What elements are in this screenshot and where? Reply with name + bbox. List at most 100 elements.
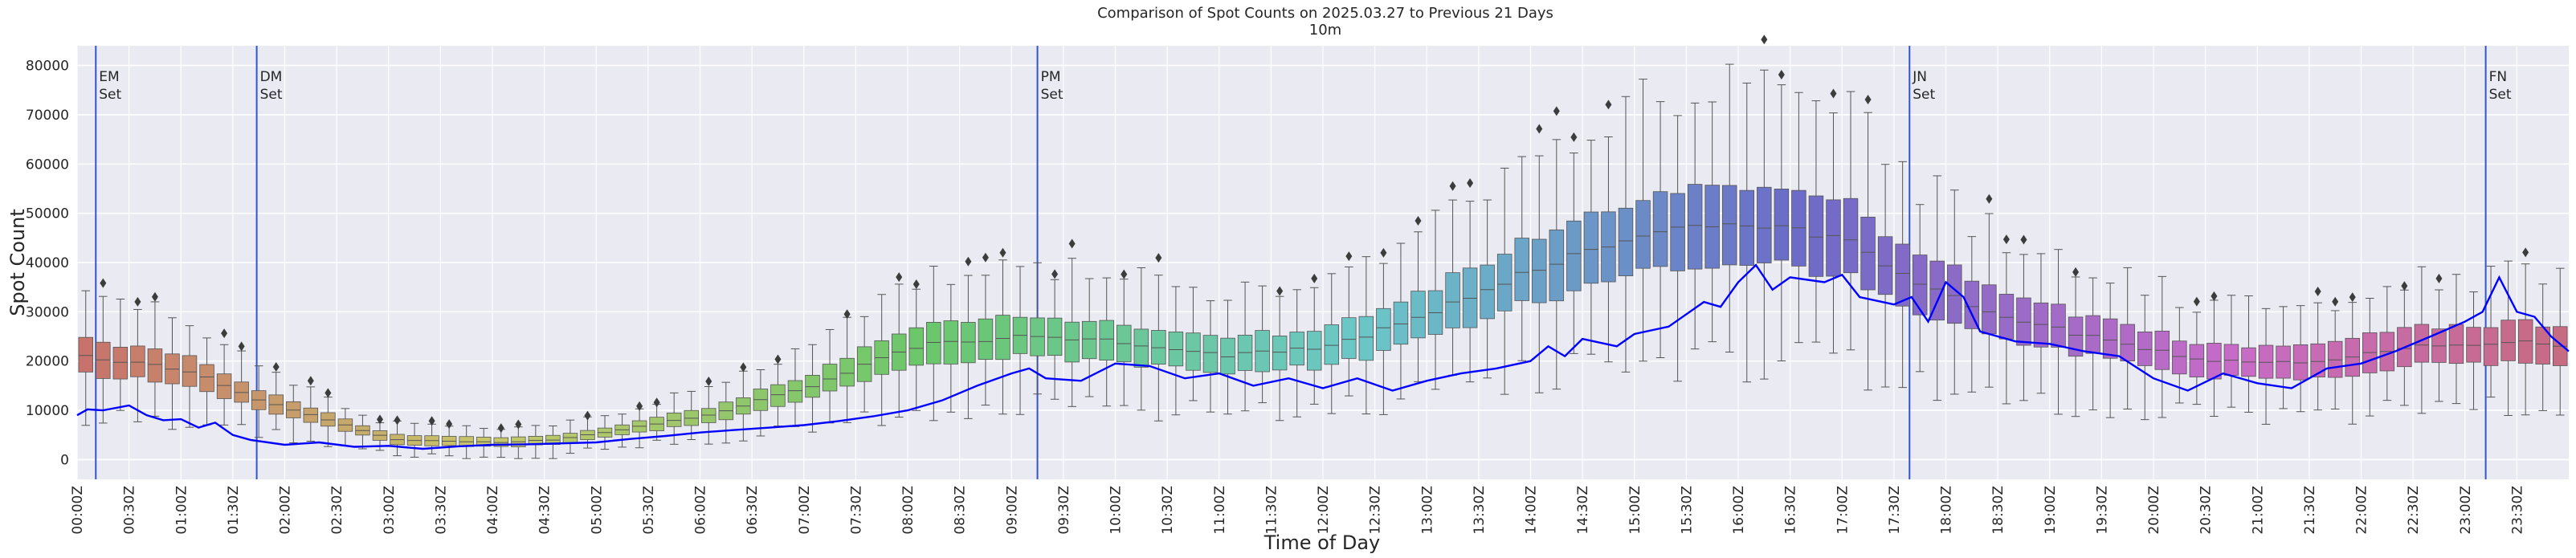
x-tick-label: 17:00Z [1835,486,1851,535]
box-plot [459,425,474,459]
outlier-point [1121,269,1128,279]
x-tick-label: 13:30Z [1472,486,1488,535]
x-tick-label: 08:00Z [900,486,917,535]
box-body [2483,327,2499,366]
box-body [2051,303,2066,348]
box-plot [1964,236,1980,393]
box-plot [1462,177,1478,383]
x-tick-label: 12:30Z [1368,486,1384,535]
box-body [1652,191,1668,267]
box-body [822,364,838,392]
outlier-point [1380,247,1387,258]
box-plot [1480,199,1495,379]
box-plot [1030,262,1045,395]
box-plot [2102,283,2118,418]
box-plot [2431,273,2447,402]
tick-labels: 0 10000 20000 30000 40000 50000 60000 70000 8000… [26,59,2525,535]
x-tick-label: 06:00Z [693,486,709,535]
box-plot [251,365,267,438]
box-plot [1358,256,1374,415]
event-label-name: DM [260,69,283,85]
box-body [1912,255,1928,316]
box-plot [96,278,111,424]
box-plot [286,385,301,444]
x-tick-label: 11:30Z [1264,486,1280,535]
box-plot [1618,96,1634,373]
outlier-point [965,256,972,267]
y-tick-label: 50000 [26,206,69,222]
box-body [2016,297,2031,346]
box-body [1808,195,1824,277]
box-body [666,412,682,427]
x-tick-label: 20:00Z [2146,486,2162,535]
box-plot [1445,181,1460,376]
outlier-point [999,247,1006,258]
box-plot [1272,286,1288,422]
box-plot [390,415,405,457]
box-plot [787,348,803,427]
x-tick-label: 10:30Z [1160,486,1176,535]
box-plot [1998,234,2015,405]
box-plot [908,279,925,411]
box-body [978,318,994,360]
box-body [2137,331,2153,366]
outlier-point [2401,281,2408,291]
y-tick-label: 80000 [26,59,69,75]
box-body [78,336,94,373]
box-plot [1532,124,1547,393]
outlier-point [151,291,158,302]
box-body [216,373,232,399]
x-tick-label: 04:30Z [537,486,553,535]
box-body [926,321,941,365]
outlier-point [428,416,435,426]
event-label-set: Set [99,87,121,103]
box-plot [182,325,198,428]
event-labels: EM Set DM Set PM Set JN Set FN Set [99,69,2512,103]
box-plot [2310,287,2325,411]
x-tick-label: 02:30Z [329,486,345,535]
y-tick-label: 40000 [26,255,69,271]
box-body [1566,220,1582,291]
outlier-point [740,362,747,373]
x-tick-label: 05:00Z [589,486,605,535]
box-plot [1099,277,1114,407]
x-tick-label: 21:00Z [2250,486,2266,535]
outlier-point [2020,234,2027,245]
x-tick-label: 05:30Z [641,486,657,535]
box-plot [545,425,561,459]
box-plot [2154,275,2170,418]
outlier-point [1986,193,1993,204]
box-body [1480,264,1495,320]
box-body [1272,336,1288,371]
box-body [1358,316,1374,361]
box-body [320,412,336,427]
box-body [1324,324,1340,365]
x-tick-label: 14:00Z [1524,486,1540,535]
chart-title: Comparison of Spot Counts on 2025.03.27 … [1097,5,1553,22]
outlier-point [2193,296,2200,307]
box-body [1757,186,1772,263]
box-plot [147,291,163,417]
outlier-point [134,296,141,307]
box-plot [891,272,907,418]
event-label-name: FN [2489,69,2508,85]
y-tick-label: 30000 [26,304,69,320]
x-tick-label: 23:00Z [2458,486,2474,535]
x-tick-label: 21:30Z [2302,486,2318,535]
box-body [1929,260,1945,321]
box-body [1514,238,1529,301]
box-plot [736,362,751,442]
box-body [1532,238,1547,303]
box-plot [1826,88,1841,354]
box-plot [2483,266,2499,398]
event-label-set: Set [1913,87,1935,103]
outlier-point [774,354,782,365]
event-label-name: JN [1912,69,1927,85]
box-body [2120,324,2135,362]
box-body [199,364,214,393]
outlier-point [2435,273,2443,283]
box-plot [337,408,353,446]
box-body [2085,315,2100,354]
outlier-point [376,414,383,425]
box-body [1047,317,1063,356]
